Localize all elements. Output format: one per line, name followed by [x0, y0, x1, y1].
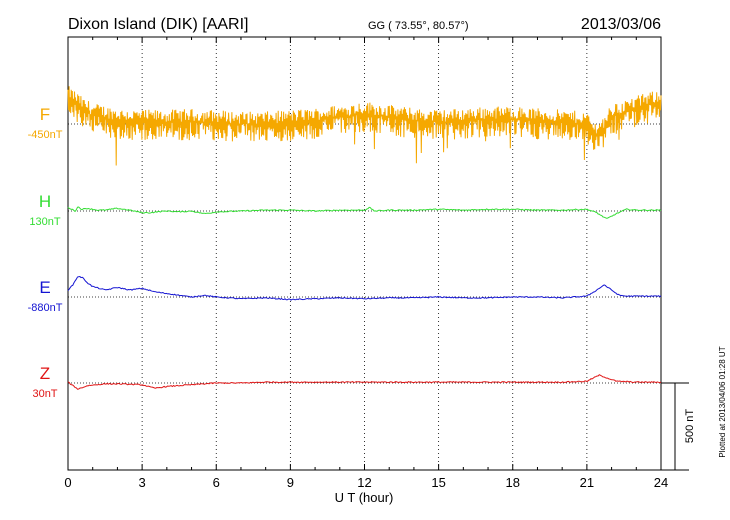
x-tick-label-12: 12 — [357, 475, 371, 490]
component-baseline-H: 130nT — [29, 216, 60, 228]
series-line-H — [67, 206, 662, 219]
series-line-F — [67, 86, 662, 166]
x-axis-label: U T (hour) — [335, 490, 394, 505]
component-labels: F -450nT H 130nT E -880nT Z 30nT — [28, 105, 63, 400]
geo-coordinates: GG ( 73.55°, 80.57°) — [368, 20, 469, 32]
x-tick-label-18: 18 — [506, 475, 520, 490]
x-tick-label-6: 6 — [213, 475, 220, 490]
series-line-Z — [67, 374, 662, 390]
x-tick-label-24: 24 — [654, 475, 668, 490]
station-title: Dixon Island (DIK) [AARI] — [68, 16, 249, 33]
plotted-at-note: Plotted at 2013/04/06 01:28 UT — [718, 346, 727, 457]
scale-bar: 500 nT — [661, 382, 696, 471]
component-baseline-Z: 30nT — [32, 388, 57, 400]
grid-layer — [141, 37, 588, 470]
component-label-H: H — [39, 192, 51, 211]
series-line-E — [67, 275, 662, 301]
x-tick-label-3: 3 — [139, 475, 146, 490]
series-layer — [67, 86, 662, 390]
component-label-Z: Z — [40, 364, 50, 383]
component-baseline-E: -880nT — [28, 302, 63, 314]
component-label-E: E — [39, 278, 50, 297]
component-label-F: F — [40, 105, 50, 124]
x-tick-label-0: 0 — [64, 475, 71, 490]
x-tick-label-9: 9 — [287, 475, 294, 490]
component-baseline-F: -450nT — [28, 129, 63, 141]
x-tick-label-21: 21 — [580, 475, 594, 490]
scale-bar-label: 500 nT — [684, 409, 696, 444]
x-axis-ticks: 0 3 6 9 12 15 18 21 24 — [64, 37, 668, 490]
x-tick-label-15: 15 — [431, 475, 445, 490]
chart-date: 2013/03/06 — [581, 16, 661, 33]
